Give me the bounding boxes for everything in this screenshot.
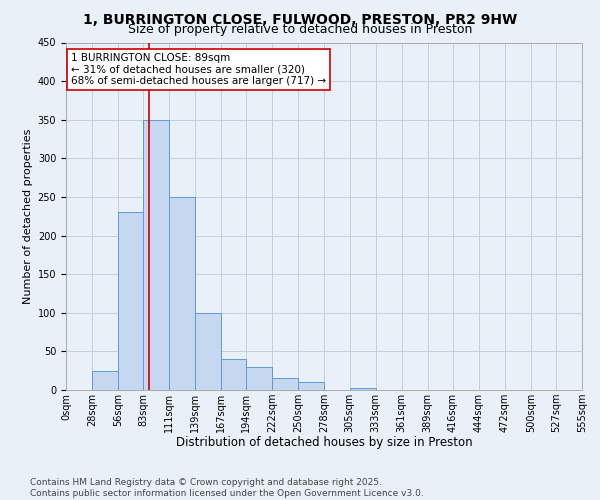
X-axis label: Distribution of detached houses by size in Preston: Distribution of detached houses by size … <box>176 436 472 450</box>
Bar <box>92 370 118 390</box>
Text: Size of property relative to detached houses in Preston: Size of property relative to detached ho… <box>128 22 472 36</box>
Text: Contains HM Land Registry data © Crown copyright and database right 2025.
Contai: Contains HM Land Registry data © Crown c… <box>30 478 424 498</box>
Bar <box>169 197 195 390</box>
Y-axis label: Number of detached properties: Number of detached properties <box>23 128 34 304</box>
Bar <box>143 120 169 390</box>
Bar <box>247 367 272 390</box>
Bar <box>350 388 376 390</box>
Text: 1, BURRINGTON CLOSE, FULWOOD, PRESTON, PR2 9HW: 1, BURRINGTON CLOSE, FULWOOD, PRESTON, P… <box>83 12 517 26</box>
Bar <box>272 378 298 390</box>
Bar <box>118 212 143 390</box>
Text: 1 BURRINGTON CLOSE: 89sqm
← 31% of detached houses are smaller (320)
68% of semi: 1 BURRINGTON CLOSE: 89sqm ← 31% of detac… <box>71 53 326 86</box>
Bar <box>195 313 221 390</box>
Bar <box>221 359 247 390</box>
Bar <box>298 382 325 390</box>
